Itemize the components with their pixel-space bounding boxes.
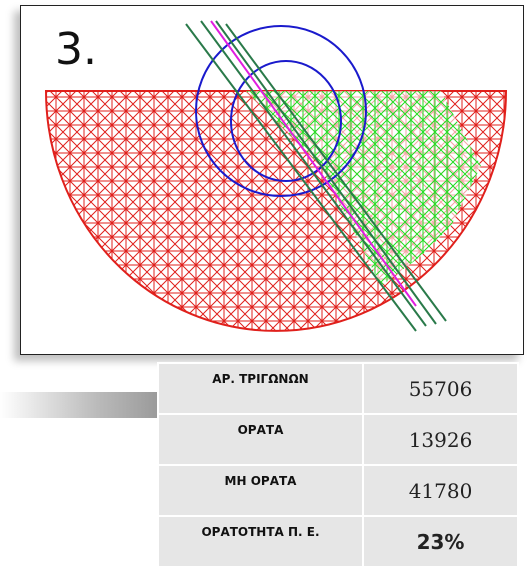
table-row: ΟΡΑΤΟΤΗΤΑ Π. Ε.23% — [158, 516, 518, 567]
decor-bar — [0, 392, 160, 418]
row-value: 41780 — [363, 465, 518, 516]
row-label: ΑΡ. ΤΡΙΓΩΝΩΝ — [158, 363, 363, 414]
row-label: ΟΡΑΤΑ — [158, 414, 363, 465]
page: 3. ΑΡ. ΤΡΙΓΩΝΩΝ55706ΟΡΑΤΑ13926ΜΗ ΟΡΑΤΑ41… — [0, 0, 529, 558]
figure-label: 3. — [55, 24, 97, 75]
row-value: 55706 — [363, 363, 518, 414]
row-value: 23% — [363, 516, 518, 567]
figure-frame: 3. — [20, 5, 524, 355]
row-value: 13926 — [363, 414, 518, 465]
row-label: ΜΗ ΟΡΑΤΑ — [158, 465, 363, 516]
row-label: ΟΡΑΤΟΤΗΤΑ Π. Ε. — [158, 516, 363, 567]
